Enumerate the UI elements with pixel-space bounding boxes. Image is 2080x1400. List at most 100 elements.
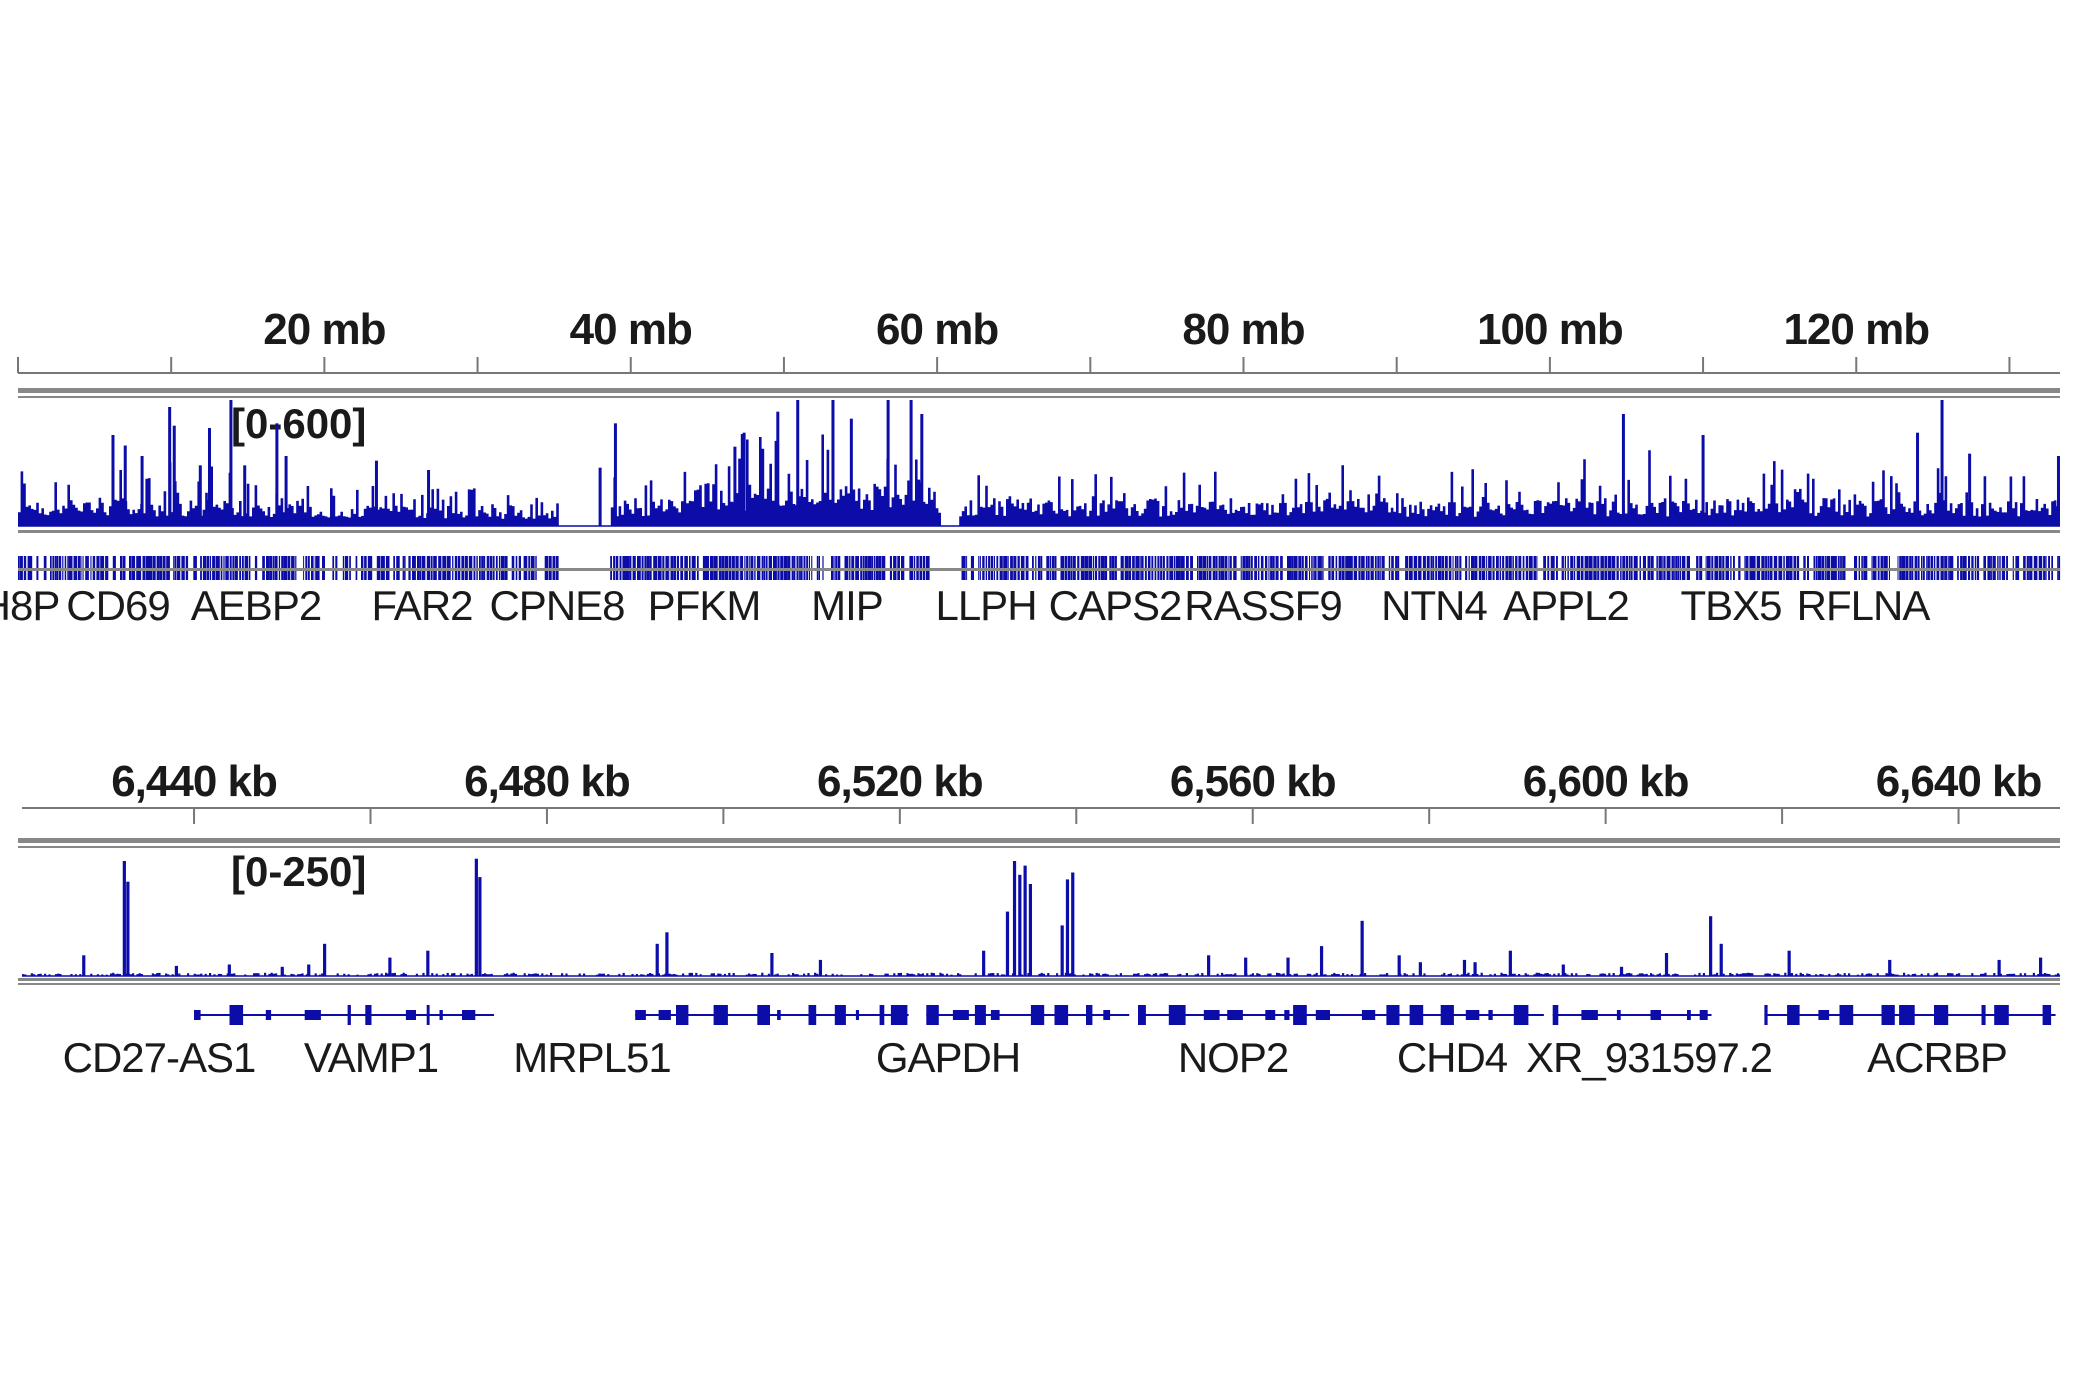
signal-peak xyxy=(1244,957,1248,976)
signal-peak xyxy=(1207,955,1211,976)
signal-peak xyxy=(1968,453,1972,526)
signal-peak xyxy=(280,966,284,976)
signal-peak xyxy=(1319,946,1324,976)
track-separator-bottom xyxy=(18,396,2060,398)
ruler-tick-label: 100 mb xyxy=(1477,305,1623,354)
signal-peak xyxy=(82,955,86,976)
signal-peak xyxy=(909,400,913,526)
signal-peak xyxy=(1397,955,1401,976)
ruler-tick-label: 60 mb xyxy=(876,305,998,354)
signal-peak xyxy=(776,411,780,526)
signal-peak xyxy=(1888,959,1892,976)
signal-peak xyxy=(478,877,482,976)
gene-track-gapdh-locus: CD27-AS1 VAMP1 MRPL51 GAPDH NOP2 CHD4 XR_93159… xyxy=(63,1005,2056,1081)
gene-label: NOP2 xyxy=(1178,1034,1288,1081)
signal-peak xyxy=(1719,943,1723,976)
track-separator-middle xyxy=(18,530,2060,533)
track-separator-bottom xyxy=(18,846,2060,848)
signal-peak xyxy=(168,407,172,526)
signal-peak xyxy=(229,400,233,526)
signal-peak xyxy=(1462,959,1467,976)
signal-peak xyxy=(770,953,774,976)
signal-track-genome-wide: [0-600] xyxy=(18,400,2060,527)
signal-peak xyxy=(123,445,127,526)
signal-peak xyxy=(198,465,202,526)
signal-peak xyxy=(1028,884,1033,976)
signal-peak xyxy=(275,423,279,526)
signal-peak xyxy=(849,418,853,526)
ruler-tick-label: 6,440 kb xyxy=(111,757,277,806)
gene-exons xyxy=(194,1005,2052,1025)
signal-peak xyxy=(1060,925,1064,976)
signal-peak xyxy=(1709,916,1713,976)
signal-peak xyxy=(140,456,144,526)
ruler-tick-label: 6,480 kb xyxy=(464,757,630,806)
signal-peak xyxy=(1023,865,1027,976)
signal-peak xyxy=(1940,400,1944,526)
signal-peak xyxy=(886,400,890,526)
gene-label: H8P xyxy=(0,582,59,629)
signal-peak xyxy=(1418,962,1422,976)
signal-peak xyxy=(1916,432,1920,526)
data-range-label: [0-250] xyxy=(231,848,366,895)
signal-peak xyxy=(427,470,431,526)
signal-peak xyxy=(1619,966,1624,976)
gene-label: FAR2 xyxy=(371,582,472,629)
gene-label: CAPS2 xyxy=(1049,582,1182,629)
signal-peak xyxy=(598,467,602,526)
signal-track-gapdh-locus: [0-250] xyxy=(22,848,2060,977)
signal-peak xyxy=(126,881,130,976)
signal-peak xyxy=(111,435,115,526)
signal-peak xyxy=(655,943,659,976)
ruler-tick-label: 40 mb xyxy=(570,305,692,354)
gene-label: MRPL51 xyxy=(513,1034,670,1081)
data-range-label: [0-600] xyxy=(231,400,366,447)
signal-peak xyxy=(243,465,247,526)
signal-peak xyxy=(733,446,737,526)
gene-label: RASSF9 xyxy=(1184,582,1341,629)
signal-peak xyxy=(474,858,478,976)
signal-peak xyxy=(613,423,617,526)
gene-label: CD69 xyxy=(66,582,169,629)
signal-peak xyxy=(307,964,311,976)
signal-peak xyxy=(172,425,176,526)
ruler-tick-label: 120 mb xyxy=(1783,305,1929,354)
track-separator-lower xyxy=(18,983,2060,985)
track-separator-lower xyxy=(18,568,2060,571)
signal-background xyxy=(22,972,2060,976)
signal-peak xyxy=(1997,959,2001,976)
ruler-gapdh-locus: 6,440 kb 6,480 kb 6,520 kb 6,560 kb 6,600 kb… xyxy=(22,757,2060,824)
signal-peak xyxy=(1012,861,1017,976)
gene-label: TBX5 xyxy=(1680,582,1781,629)
signal-peak xyxy=(227,964,231,976)
gene-label: PFKM xyxy=(648,582,761,629)
signal-background xyxy=(18,434,2060,526)
ruler-tick-label: 20 mb xyxy=(263,305,385,354)
signal-peak xyxy=(1701,435,1705,526)
signal-peak xyxy=(831,400,835,526)
signal-peak xyxy=(1508,950,1512,976)
signal-peak xyxy=(982,950,986,976)
gene-label: CD27-AS1 xyxy=(63,1034,256,1081)
gene-label: CHD4 xyxy=(1397,1034,1508,1081)
gene-label: VAMP1 xyxy=(304,1034,438,1081)
signal-peak xyxy=(323,943,327,976)
gene-label: XR_931597.2 xyxy=(1526,1034,1772,1081)
gene-label: CPNE8 xyxy=(489,582,624,629)
signal-peak xyxy=(122,861,126,976)
signal-peak xyxy=(426,950,430,976)
signal-peak xyxy=(796,400,800,526)
gene-label: ACRBP xyxy=(1867,1034,2007,1081)
signal-peak xyxy=(1005,911,1010,976)
ruler-tick-label: 6,520 kb xyxy=(817,757,983,806)
signal-peak xyxy=(284,456,288,526)
signal-peak xyxy=(2056,456,2060,526)
signal-peak xyxy=(1018,874,1022,976)
gene-label: RFLNA xyxy=(1797,582,1931,629)
signal-peak xyxy=(2038,957,2043,976)
signal-peak xyxy=(1286,957,1290,976)
signal-peak xyxy=(920,414,924,526)
gene-label: APPL2 xyxy=(1503,582,1629,629)
signal-peak xyxy=(1664,953,1669,976)
